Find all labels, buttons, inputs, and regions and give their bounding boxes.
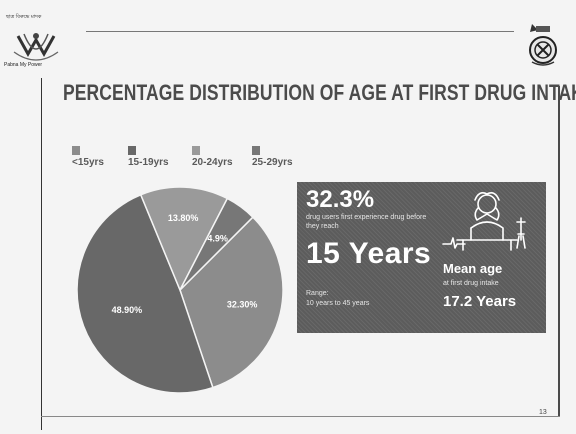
pie-slice-under15	[179, 216, 284, 389]
logo-top-text: ছাত্ৰ বিৰুদ্ধে মাদক	[6, 14, 42, 20]
logo-bottom-text: Pabna My Power	[4, 62, 43, 68]
pie-slice-20-24	[139, 186, 229, 292]
legend-swatch-under15	[72, 146, 80, 155]
pie-label-20-24: 13.80%	[168, 213, 199, 223]
stat-percent: 32.3%	[306, 186, 375, 213]
frame-left-line	[41, 78, 42, 430]
page-number: 13	[539, 409, 547, 416]
legend-label-25-29: 25-29yrs	[252, 157, 293, 168]
chart-legend: <15yrs 15-19yrs 20-24yrs 25-29yrs	[72, 146, 312, 176]
pie-slice-15-19	[76, 193, 214, 394]
mean-age-description: at first drug intake	[443, 280, 499, 287]
stat-description: drug users first experience drug before …	[306, 214, 427, 230]
legend-swatch-20-24	[192, 146, 200, 155]
legend-label-15-19: 15-19yrs	[128, 157, 169, 168]
legend-label-under15: <15yrs	[72, 157, 104, 168]
mean-age-label: Mean age	[443, 261, 503, 276]
range-label: Range:	[306, 290, 329, 297]
pie-label-15-19: 48.90%	[112, 305, 143, 315]
age-threshold: 15 Years	[306, 237, 432, 270]
legend-swatch-15-19	[128, 146, 136, 155]
mean-age-value: 17.2 Years	[443, 293, 517, 310]
pie-chart: 32.30% 48.90% 13.80% 4.9%	[72, 183, 288, 397]
pie-chart-svg: 32.30% 48.90% 13.80% 4.9%	[76, 186, 284, 394]
organization-logo-icon	[13, 33, 59, 61]
pie-label-under15: 32.30%	[227, 300, 258, 310]
legend-swatch-25-29	[252, 146, 260, 155]
police-emblem-icon	[529, 24, 557, 66]
frame-bottom-line	[41, 416, 560, 417]
frame-top-line	[86, 31, 514, 32]
chart-title: PERCENTAGE DISTRIBUTION OF AGE AT FIRST …	[63, 80, 576, 105]
range-value: 10 years to 45 years	[306, 300, 370, 307]
distressed-person-icon	[442, 192, 526, 251]
legend-label-20-24: 20-24yrs	[192, 157, 233, 168]
pie-slice-25-29	[179, 197, 254, 291]
frame-right-line	[558, 86, 560, 416]
pie-label-25-29: 4.9%	[207, 233, 228, 243]
info-box: 32.3% drug users first experience drug b…	[297, 182, 546, 333]
